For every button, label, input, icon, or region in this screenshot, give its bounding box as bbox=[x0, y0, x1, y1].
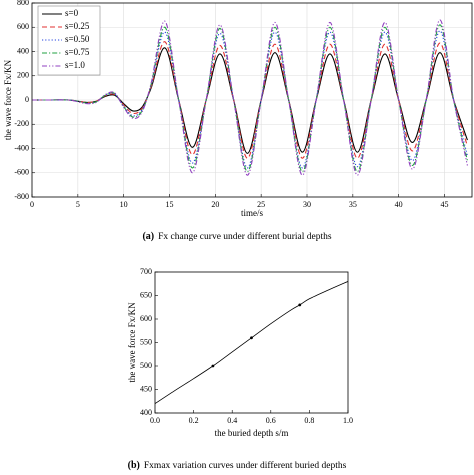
caption: (b) Fxmax variation curves under differen… bbox=[128, 460, 347, 471]
legend-label: s=0.50 bbox=[65, 34, 90, 44]
x-tick-label: 35 bbox=[349, 200, 357, 209]
legend-label: s=1.0 bbox=[65, 60, 85, 70]
data-point bbox=[298, 303, 302, 307]
y-tick-label: 800 bbox=[17, 0, 29, 7]
y-tick-label: 400 bbox=[17, 46, 29, 55]
x-tick-label: 30 bbox=[303, 200, 311, 209]
x-tick-label: 10 bbox=[120, 200, 128, 209]
x-tick-label: 0.0 bbox=[150, 416, 160, 425]
legend-label: s=0 bbox=[65, 8, 79, 18]
data-line bbox=[32, 19, 468, 176]
caption-label: (a) bbox=[142, 231, 154, 242]
x-tick-label: 0.6 bbox=[266, 416, 276, 425]
caption: (a) Fx change curve under different buria… bbox=[142, 231, 331, 242]
plot-frame bbox=[31, 2, 473, 198]
y-tick-label: -200 bbox=[14, 119, 29, 128]
x-tick-label: 15 bbox=[166, 200, 174, 209]
legend-box bbox=[37, 5, 101, 76]
y-axis-label: the wave force Fx/KN bbox=[127, 302, 137, 383]
y-tick-label: 550 bbox=[140, 337, 152, 346]
x-tick-label: 20 bbox=[211, 200, 219, 209]
y-tick-label: 0 bbox=[25, 95, 29, 104]
x-tick-label: 40 bbox=[395, 200, 403, 209]
x-tick-label: 0.4 bbox=[227, 416, 237, 425]
x-tick-label: 1.0 bbox=[343, 416, 353, 425]
y-tick-label: 500 bbox=[140, 361, 152, 370]
x-axis-label: time/s bbox=[241, 208, 263, 218]
y-tick-label: 600 bbox=[17, 22, 29, 31]
y-tick-label: 200 bbox=[17, 71, 29, 80]
caption-text: Fxmax variation curves under different b… bbox=[144, 460, 347, 471]
y-tick-label: -400 bbox=[14, 143, 29, 152]
y-tick-label: 700 bbox=[140, 267, 152, 276]
y-tick-label: 600 bbox=[140, 314, 152, 323]
x-tick-label: 0 bbox=[30, 200, 34, 209]
legend-label: s=0.25 bbox=[65, 21, 90, 31]
x-tick-label: 25 bbox=[257, 200, 265, 209]
x-tick-label: 5 bbox=[76, 200, 80, 209]
plot-lines bbox=[155, 281, 348, 404]
y-tick-label: 400 bbox=[140, 408, 152, 417]
x-axis-label: the buried depth s/m bbox=[215, 428, 289, 438]
data-line bbox=[155, 281, 348, 404]
legend-label: s=0.75 bbox=[65, 47, 90, 57]
plot-lines bbox=[32, 19, 468, 176]
data-point bbox=[211, 364, 215, 368]
data-point bbox=[250, 336, 253, 340]
x-tick-label: 0.8 bbox=[304, 416, 314, 425]
caption-text: Fx change curve under different burial d… bbox=[158, 231, 332, 242]
y-tick-label: -800 bbox=[14, 192, 29, 201]
x-tick-label: 0.2 bbox=[189, 416, 199, 425]
caption-label: (b) bbox=[128, 460, 140, 471]
y-tick-label: 650 bbox=[140, 290, 152, 299]
y-tick-label: 450 bbox=[140, 384, 152, 393]
x-tick-label: 45 bbox=[441, 200, 449, 209]
y-axis-label: the wave force Fx/KN bbox=[3, 59, 13, 140]
y-tick-label: -600 bbox=[14, 168, 29, 177]
plot-frame bbox=[154, 271, 349, 414]
